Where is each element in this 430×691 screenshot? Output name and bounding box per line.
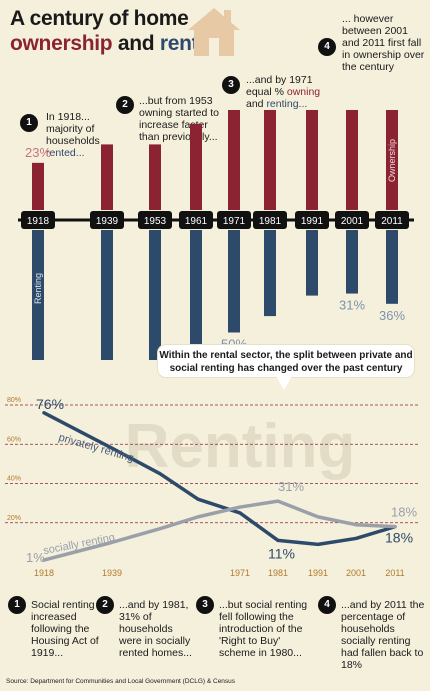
value-label-renting-2001: 31% xyxy=(339,298,365,313)
ownership-bar-1991 xyxy=(306,110,318,210)
title-ownership: ownership xyxy=(10,32,113,55)
renting-bar-1961 xyxy=(190,230,202,349)
privately-renting-series-name: privately renting xyxy=(57,432,135,465)
ownership-bar-2001 xyxy=(346,110,358,210)
socially-renting-series-name: socially renting xyxy=(42,532,116,558)
annotation-number-4: 4 xyxy=(318,38,336,56)
ownership-bar-1981 xyxy=(264,110,276,210)
renting-bar-1981 xyxy=(264,230,276,317)
year-badge-1971 xyxy=(217,211,251,229)
year-label-1953: 1953 xyxy=(144,216,167,227)
annotation-top-3-and: and xyxy=(246,98,267,110)
renting-bar-1991 xyxy=(306,230,318,296)
ownership-bar-2011 xyxy=(386,110,398,210)
x-tick-1971: 1971 xyxy=(230,568,250,578)
annotation-number-2: 2 xyxy=(116,96,134,114)
annotation-top-3-owning: owning xyxy=(286,86,321,98)
year-label-1971: 1971 xyxy=(223,216,246,227)
line-value-label-privately-renting-2011: 18% xyxy=(385,530,413,546)
annotation-number-1: 1 xyxy=(20,114,38,132)
callout-tail xyxy=(276,376,292,390)
ownership-renting-bar-chart: 19181939195319611971198119912001201123%7… xyxy=(18,110,414,360)
x-tick-1991: 1991 xyxy=(308,568,328,578)
socially-renting-line xyxy=(42,499,397,562)
annotation-bottom-1: Social renting increased following the H… xyxy=(31,599,99,659)
year-badge-2011 xyxy=(375,211,409,229)
annotation-top-3: ...and by 1971 equal % owning and rentin… xyxy=(246,74,328,110)
year-label-1981: 1981 xyxy=(259,216,282,227)
renting-bar-2011 xyxy=(386,230,398,304)
renting-bar-1939 xyxy=(101,230,113,360)
renting-line-chart: Renting 80% 60% 40% 20% 1918 1939 1971 1981 1991 2… xyxy=(5,396,420,578)
y-tick-40: 40% xyxy=(7,476,21,483)
line-value-label-socially-renting-1918: 1% xyxy=(26,550,45,565)
year-label-2001: 2001 xyxy=(341,216,364,227)
title-line-1: A century of home xyxy=(10,7,189,30)
year-badge-1961 xyxy=(179,211,213,229)
x-tick-2001: 2001 xyxy=(346,568,366,578)
y-tick-60: 60% xyxy=(7,436,21,443)
annotation-bottom-number-4: 4 xyxy=(318,596,336,614)
line-chart-title: Renting xyxy=(125,412,356,481)
annotation-number-3: 3 xyxy=(222,76,240,94)
annotation-top-1: In 1918... majority of households rented… xyxy=(46,111,126,159)
annotation-top-3-text: ...and by 1971 equal % xyxy=(246,74,313,98)
line-value-label-socially-renting-1981: 31% xyxy=(278,479,304,494)
title-and: and xyxy=(112,32,160,55)
annotation-top-4: ... however between 2001 and 2011 first … xyxy=(342,13,425,73)
annotation-top-1-highlight: rented... xyxy=(46,147,85,159)
renting-bar-1953 xyxy=(149,230,161,360)
annotation-bottom-4: ...and by 2011 the percentage of househo… xyxy=(341,599,425,671)
year-badge-1981 xyxy=(253,211,287,229)
value-label-ownership-1918: 23% xyxy=(25,145,51,160)
x-tick-1918: 1918 xyxy=(34,568,54,578)
year-label-2011: 2011 xyxy=(381,216,403,227)
privately-renting-line xyxy=(42,411,397,547)
annotation-bottom-2: ...and by 1981, 31% of households were i… xyxy=(119,599,192,659)
ownership-bar-1939 xyxy=(101,144,113,210)
line-value-label-privately-renting-1918: 76% xyxy=(36,396,64,412)
annotation-top-3-renting: renting... xyxy=(266,98,308,110)
year-label-1991: 1991 xyxy=(301,216,324,227)
x-tick-1981: 1981 xyxy=(268,568,288,578)
annotation-bottom-number-3: 3 xyxy=(196,596,214,614)
renting-bar-1918 xyxy=(32,230,44,360)
annotation-top-1-text: In 1918... majority of households xyxy=(46,111,100,147)
renting-bar-2001 xyxy=(346,230,358,294)
y-tick-20: 20% xyxy=(7,515,21,522)
y-tick-80: 80% xyxy=(7,397,21,404)
year-badge-1939 xyxy=(90,211,124,229)
annotation-bottom-number-1: 1 xyxy=(8,596,26,614)
line-value-label-socially-renting-2011: 18% xyxy=(391,505,417,520)
year-label-1961: 1961 xyxy=(185,216,208,227)
year-badge-1953 xyxy=(138,211,172,229)
year-label-1918: 1918 xyxy=(27,216,50,227)
year-badge-1918 xyxy=(21,211,55,229)
value-label-renting-2011: 36% xyxy=(379,308,405,323)
annotation-bottom-3: ...but social renting fell following the… xyxy=(219,599,308,659)
ownership-bar-1953 xyxy=(149,144,161,210)
year-label-1939: 1939 xyxy=(96,216,119,227)
year-badge-1991 xyxy=(295,211,329,229)
ownership-series-label: Ownership xyxy=(387,139,397,182)
line-value-label-privately-renting-1981: 11% xyxy=(268,545,295,561)
year-badge-2001 xyxy=(335,211,369,229)
annotation-bottom-number-2: 2 xyxy=(96,596,114,614)
ownership-bar-1971 xyxy=(228,110,240,210)
renting-series-label: Renting xyxy=(33,273,43,304)
source-note: Source: Department for Communities and L… xyxy=(6,678,236,685)
renting-bar-1971 xyxy=(228,230,240,333)
ownership-bar-1918 xyxy=(32,162,44,210)
rental-sector-callout: Within the rental sector, the split betw… xyxy=(158,345,414,377)
house-icon xyxy=(188,8,240,56)
ownership-bar-1961 xyxy=(190,123,202,210)
x-tick-1939: 1939 xyxy=(102,568,122,578)
x-tick-2011: 2011 xyxy=(385,568,404,578)
